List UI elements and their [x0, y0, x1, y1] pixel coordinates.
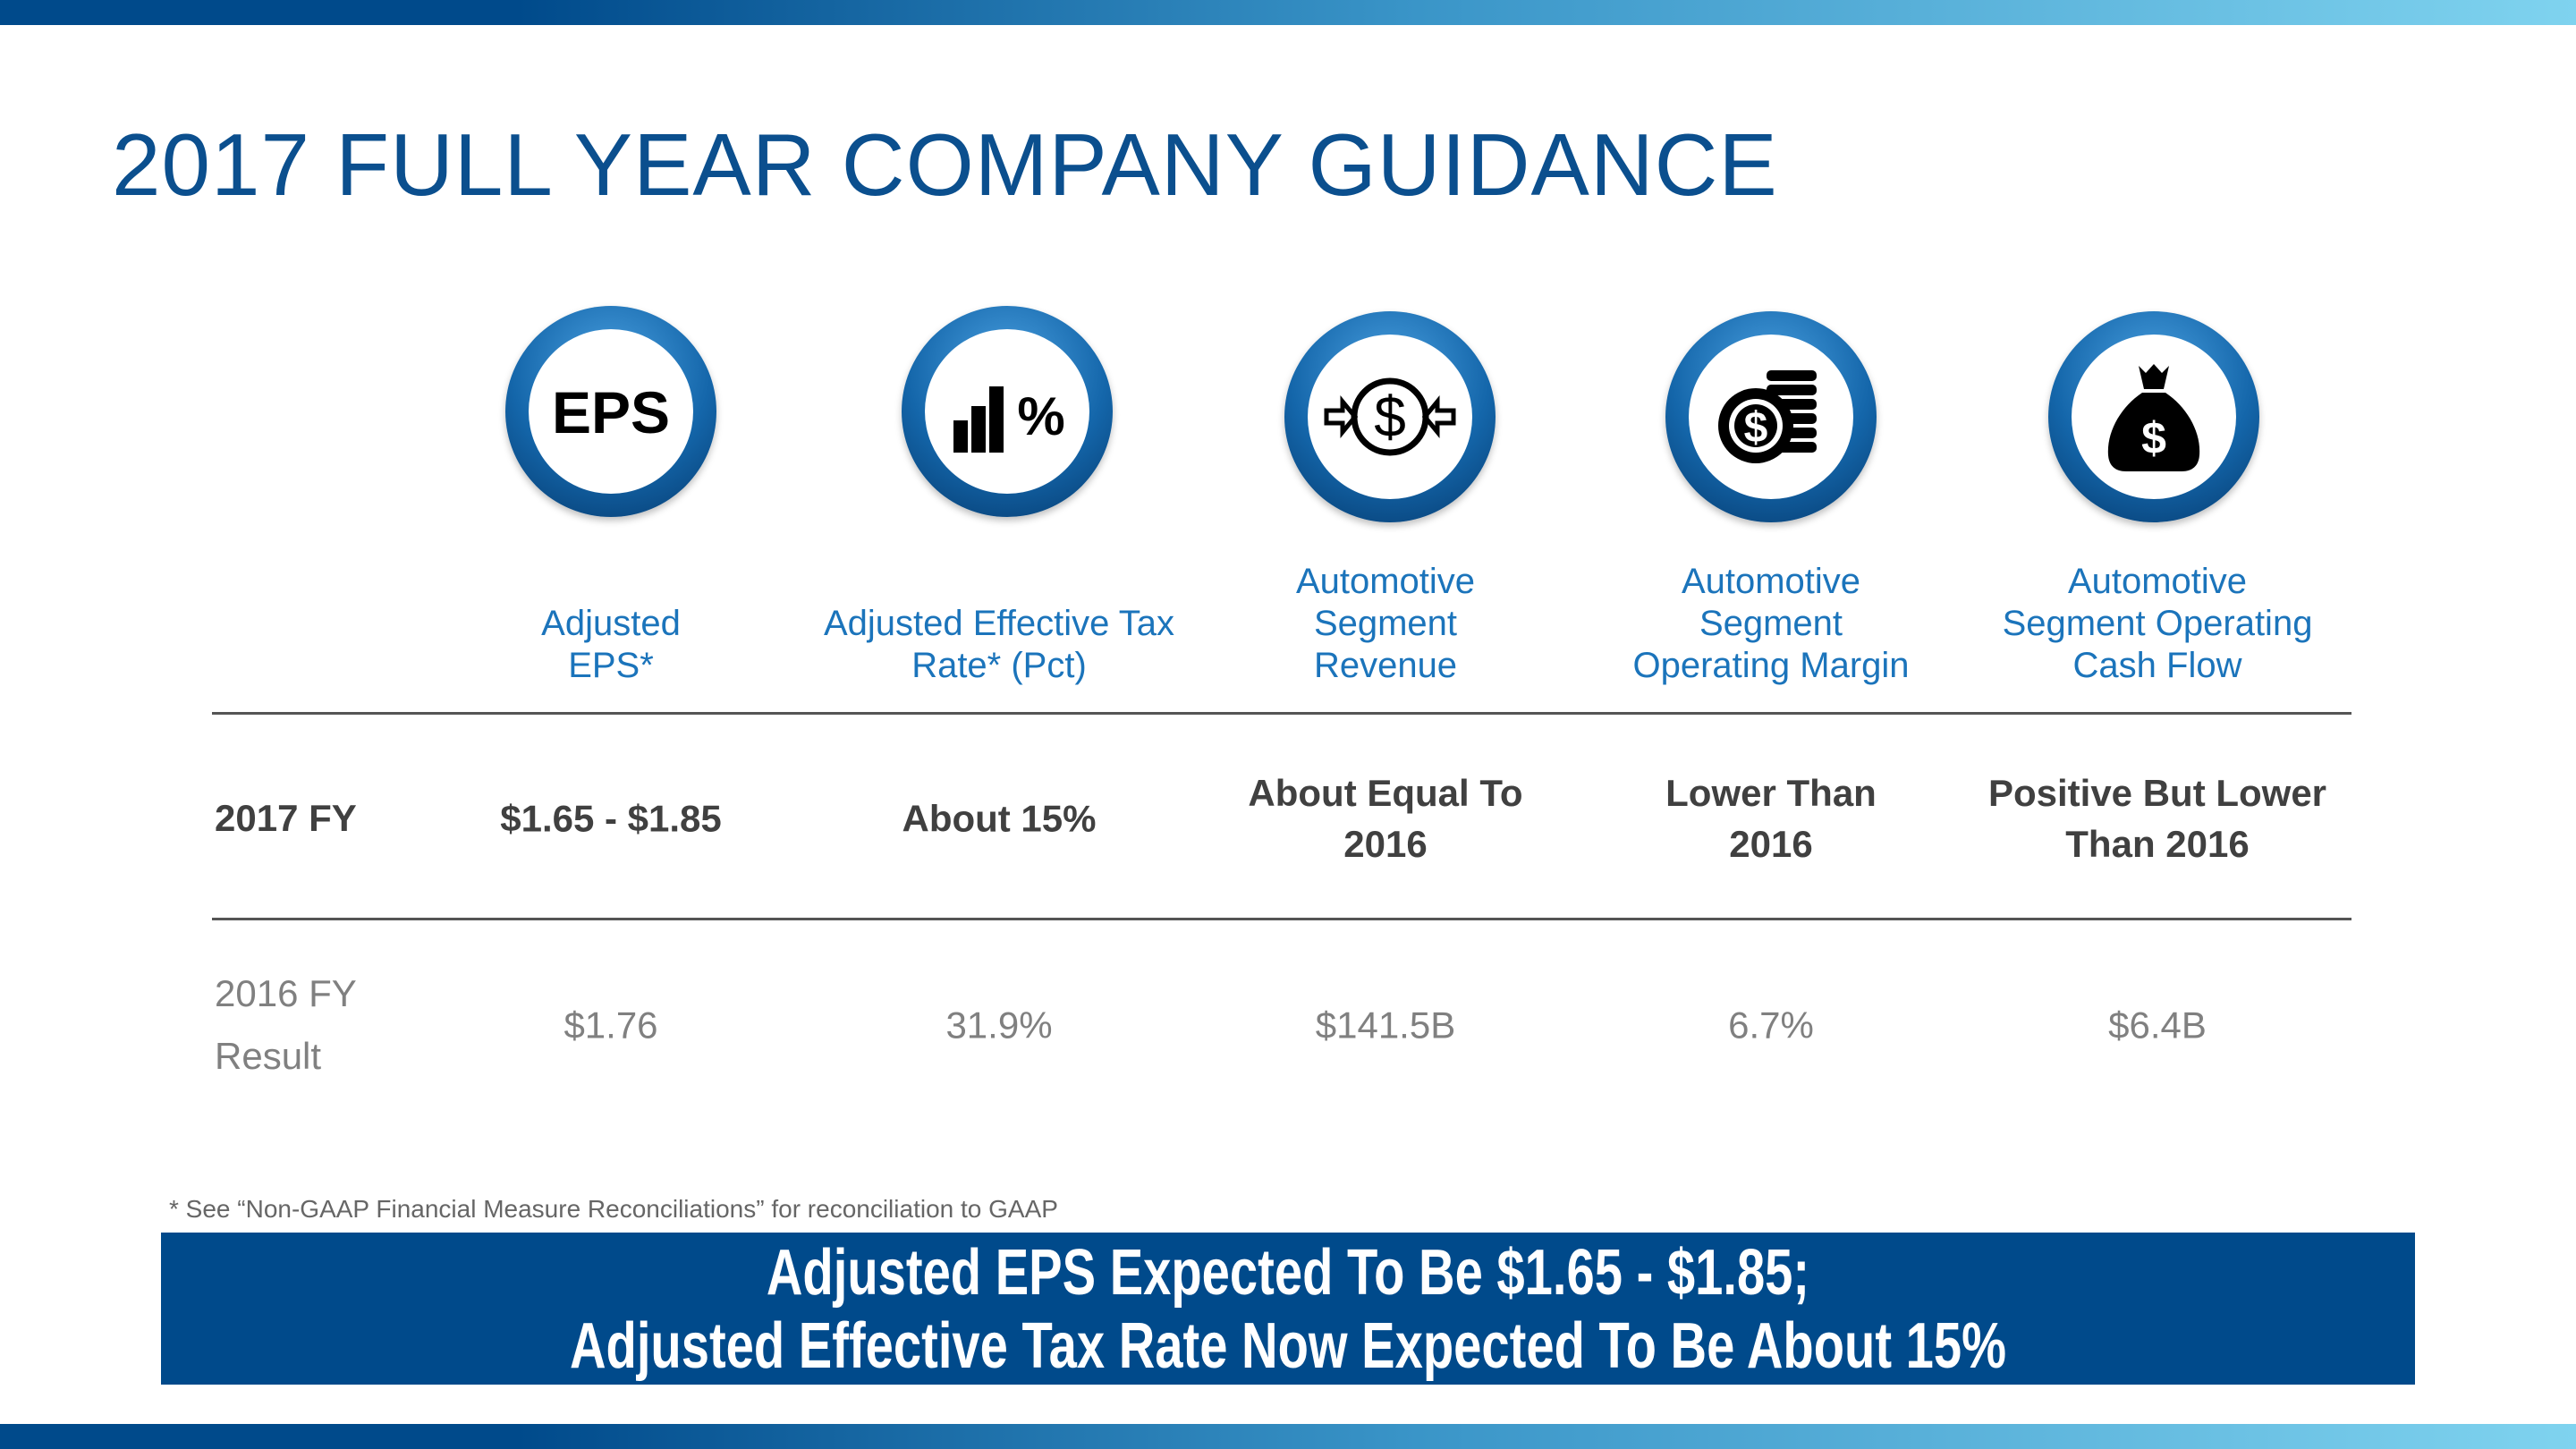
- eps-icon-badge: EPS: [505, 306, 716, 517]
- banner-line-2: Adjusted Effective Tax Rate Now Expected…: [569, 1310, 2007, 1382]
- summary-banner: Adjusted EPS Expected To Be $1.65 - $1.8…: [161, 1233, 2415, 1385]
- header-line: Adjusted: [541, 604, 681, 643]
- cell-line: About Equal To: [1248, 772, 1523, 814]
- header-line: Rate* (Pct): [911, 646, 1087, 685]
- header-line: Automotive: [1295, 562, 1476, 601]
- money-bag-icon: $: [2107, 364, 2200, 471]
- cell-line: About 15%: [902, 797, 1097, 840]
- cell-line: Positive But Lower: [1987, 772, 2327, 814]
- header-tax-rate: Adjusted Effective Tax Rate* (Pct): [802, 603, 1196, 687]
- row-label-2017: 2017 FY: [215, 797, 357, 839]
- header-line: EPS*: [568, 646, 654, 685]
- bar-chart-percent-icon: %: [953, 386, 1065, 453]
- svg-text:$: $: [1374, 385, 1406, 449]
- cell-2017-cash-flow: Positive But Lower Than 2016: [1961, 767, 2354, 869]
- header-line: Automotive: [1681, 562, 1861, 601]
- cell-2017-tax-rate: About 15%: [802, 793, 1196, 844]
- cell-line: $1.65 - $1.85: [500, 797, 722, 840]
- header-revenue: Automotive Segment Revenue: [1189, 561, 1582, 687]
- svg-text:$: $: [1744, 404, 1768, 452]
- svg-text:%: %: [1017, 386, 1064, 446]
- divider: [212, 918, 2351, 920]
- cell-line: Than 2016: [2065, 823, 2250, 865]
- coin-stack-icon: $: [1718, 370, 1817, 463]
- header-adjusted-eps: Adjusted EPS*: [414, 603, 808, 687]
- eps-icon: EPS: [552, 379, 670, 445]
- header-cash-flow: Automotive Segment Operating Cash Flow: [1961, 561, 2354, 687]
- cell-2016-tax-rate: 31.9%: [945, 1004, 1053, 1046]
- dollar-compress-icon: $: [1324, 377, 1456, 456]
- svg-text:$: $: [2141, 413, 2166, 463]
- cell-line: 2016: [1343, 823, 1428, 865]
- cell-2016-revenue: $141.5B: [1315, 1004, 1456, 1046]
- svg-text:EPS: EPS: [552, 379, 670, 445]
- header-operating-margin: Automotive Segment Operating Margin: [1574, 561, 1968, 687]
- header-line: Cash Flow: [2072, 646, 2242, 685]
- header-line: Automotive: [2067, 562, 2248, 601]
- divider: [212, 712, 2351, 715]
- top-gradient-bar: [0, 0, 2576, 25]
- row-label-2016: 2016 FY Result: [215, 962, 357, 1088]
- banner-line-1: Adjusted EPS Expected To Be $1.65 - $1.8…: [766, 1237, 1810, 1309]
- header-line: Revenue: [1313, 646, 1458, 685]
- header-line: Operating Margin: [1632, 646, 1910, 685]
- header-line: Adjusted Effective Tax: [823, 604, 1175, 643]
- header-line: Segment Operating: [2002, 604, 2313, 643]
- cell-line: Lower Than: [1665, 772, 1877, 814]
- page-title: 2017 FULL YEAR COMPANY GUIDANCE: [112, 115, 1778, 214]
- cell-2016-cash-flow: $6.4B: [2108, 1004, 2207, 1046]
- footnote: * See “Non-GAAP Financial Measure Reconc…: [169, 1195, 1058, 1223]
- header-line: Segment: [1313, 604, 1458, 643]
- header-line: Segment: [1699, 604, 1843, 643]
- cash-flow-icon-badge: $: [2048, 311, 2259, 522]
- tax-rate-icon-badge: %: [902, 306, 1113, 517]
- row-label-line: 2016 FY: [215, 972, 357, 1014]
- cell-2017-margin: Lower Than 2016: [1574, 767, 1968, 869]
- row-label-line: Result: [215, 1035, 322, 1077]
- revenue-icon-badge: $: [1284, 311, 1496, 522]
- cell-2017-revenue: About Equal To 2016: [1189, 767, 1582, 869]
- cell-2016-eps: $1.76: [564, 1004, 658, 1046]
- cell-2017-eps: $1.65 - $1.85: [414, 793, 808, 844]
- margin-icon-badge: $: [1665, 311, 1877, 522]
- bottom-gradient-bar: [0, 1424, 2576, 1449]
- cell-line: 2016: [1729, 823, 1813, 865]
- cell-2016-margin: 6.7%: [1728, 1004, 1814, 1046]
